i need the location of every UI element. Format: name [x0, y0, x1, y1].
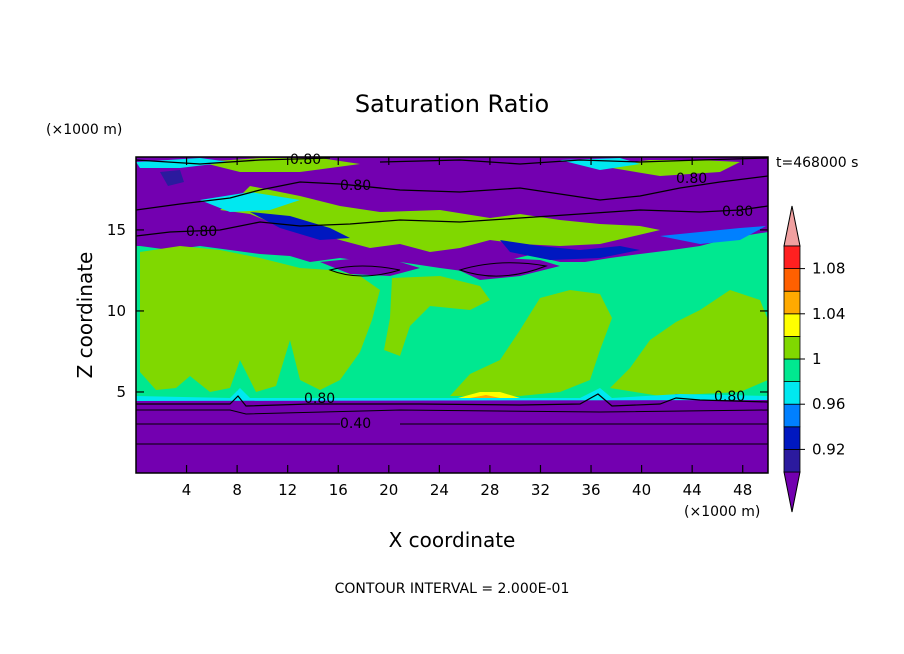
- contour-line-lower-070: [136, 409, 768, 415]
- x-tick-label: 48: [733, 481, 752, 499]
- region-blue-streak-3: [660, 226, 766, 244]
- region-green-far-right: [610, 290, 768, 396]
- x-axis-ticks: 4 8 12 16 20 24 28 32 36 40 44 48: [182, 157, 752, 499]
- colorbar-label: 0.96: [812, 395, 845, 413]
- contour-field: [136, 157, 768, 473]
- colorbar-label: 1.04: [812, 305, 845, 323]
- region-yellow-spot: [458, 392, 520, 398]
- y-axis-label: Z coordinate: [73, 252, 97, 379]
- region-cyan-fringe-upper: [200, 192, 300, 212]
- x-tick-label: 12: [278, 481, 297, 499]
- region-purple-hole-3: [160, 170, 184, 186]
- contour-interval-note: CONTOUR INTERVAL = 2.000E-01: [335, 581, 570, 597]
- colorbar-upper-triangle: [783, 205, 801, 247]
- x-tick-label: 20: [379, 481, 398, 499]
- x-tick-label: 28: [480, 481, 499, 499]
- contour-label: 0.40: [340, 416, 371, 432]
- colorbar-box: [783, 358, 801, 383]
- contour-line-inner: [328, 262, 548, 277]
- contour-labels: 0.80 0.80 0.80 0.80 0.80 0.80 0.80 0.40: [186, 152, 753, 432]
- time-label: t=468000 s: [776, 155, 858, 171]
- x-tick-label: 40: [632, 481, 651, 499]
- region-purple-lower: [136, 390, 768, 473]
- colorbar-box: [783, 335, 801, 360]
- x-tick-label: 44: [683, 481, 702, 499]
- contour-label: 0.80: [304, 391, 335, 407]
- x-tick-label: 8: [232, 481, 242, 499]
- contour-label: 0.80: [676, 171, 707, 187]
- region-orange-spot: [470, 395, 500, 398]
- colorbar-box: [783, 426, 801, 450]
- colorbar-label: 0.92: [812, 440, 845, 458]
- colorbar-box: [783, 381, 801, 405]
- colorbar-lower-triangle: [783, 471, 801, 513]
- x-tick-label: 4: [182, 481, 192, 499]
- x-tick-label: 16: [329, 481, 348, 499]
- x-tick-label: 24: [430, 481, 449, 499]
- colorbar-label: 1.08: [812, 260, 845, 278]
- region-blue-streak-2: [500, 240, 640, 260]
- contour-line-upper-080-b: [136, 205, 768, 237]
- y-tick-label: 5: [116, 383, 126, 401]
- contour-label: 0.80: [186, 224, 217, 240]
- contour-label: 0.80: [340, 178, 371, 194]
- colorbar-box: [783, 403, 801, 428]
- colorbar: 0.92 0.96 1 1.04 1.08: [783, 205, 845, 513]
- contour-line-lower-080: [136, 393, 768, 407]
- contour-line-upper-080-a: [136, 175, 768, 211]
- contour-label: 0.80: [714, 389, 745, 405]
- region-cyan-boundary: [136, 388, 768, 401]
- x-tick-label: 32: [531, 481, 550, 499]
- x-axis-label: X coordinate: [389, 528, 516, 552]
- colorbar-box: [783, 313, 801, 337]
- colorbar-box: [783, 245, 801, 270]
- y-axis-ticks: 5 10 15: [107, 221, 768, 401]
- region-green-center: [384, 276, 490, 356]
- colorbar-box: [783, 268, 801, 292]
- colorbar-box: [783, 448, 801, 473]
- x-tick-label: 36: [581, 481, 600, 499]
- plot-frame: [135, 156, 769, 474]
- chart-title: Saturation Ratio: [355, 90, 549, 118]
- contour-label: 0.80: [290, 152, 321, 168]
- y-tick-label: 10: [107, 302, 126, 320]
- contour-line-upper-080-c: [136, 157, 768, 165]
- colorbar-label: 1: [812, 350, 822, 368]
- y-tick-label: 15: [107, 221, 126, 239]
- y-unit-label: (×1000 m): [46, 122, 122, 138]
- region-green-left: [140, 246, 380, 392]
- colorbar-box: [783, 290, 801, 315]
- contour-label: 0.80: [722, 204, 753, 220]
- x-unit-label: (×1000 m): [684, 504, 760, 520]
- region-green-right: [450, 290, 612, 396]
